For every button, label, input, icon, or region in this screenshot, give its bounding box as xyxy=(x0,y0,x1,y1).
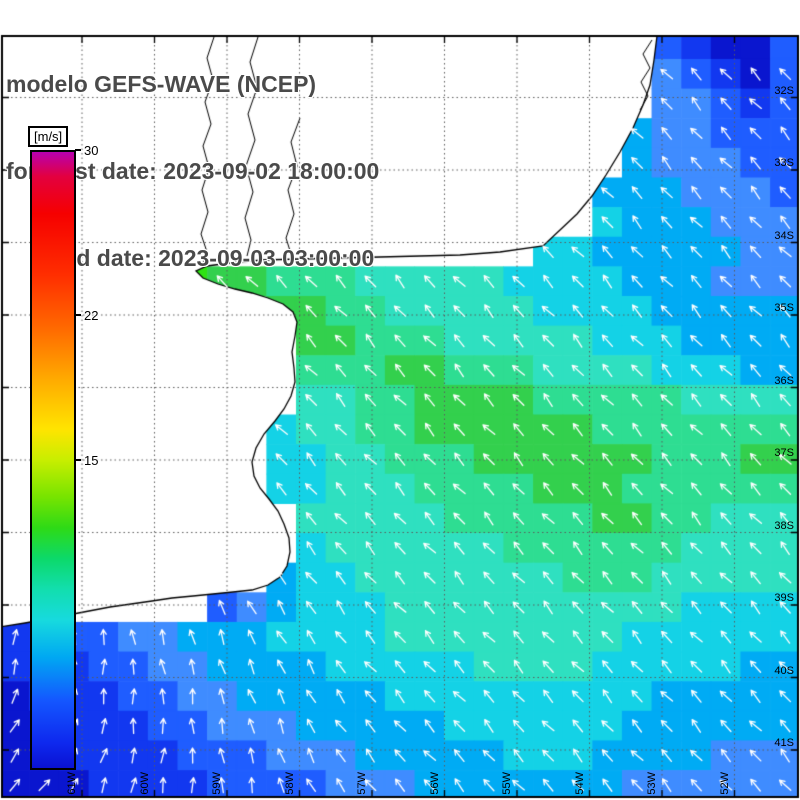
lon-label-56W: 56W xyxy=(428,772,441,795)
colorbar-tick-mark xyxy=(75,314,81,317)
lat-label-37S: 37S xyxy=(774,447,794,459)
lat-label-35S: 35S xyxy=(774,302,794,314)
colorbar-gradient xyxy=(32,152,74,768)
lat-label-36S: 36S xyxy=(774,374,794,387)
lon-label-52W: 52W xyxy=(718,772,731,795)
lat-label-38S: 38S xyxy=(774,519,794,532)
lon-label-59W: 59W xyxy=(211,772,223,795)
valid-date-line: valid date: 2023-09-03 03:00:00 xyxy=(38,245,375,271)
lat-label-41S: 41S xyxy=(774,737,794,749)
colorbar-tick-mark xyxy=(75,459,81,461)
lat-label-34S: 34S xyxy=(774,229,794,242)
lat-label-39S: 39S xyxy=(774,592,794,604)
lon-label-61W: 61W xyxy=(66,772,78,795)
lat-label-33S: 33S xyxy=(774,157,794,169)
colorbar-tick-22: 22 xyxy=(84,308,99,324)
lat-label-32S: 32S xyxy=(774,84,794,97)
colorbar-unit-label: [m/s] xyxy=(28,126,69,147)
colorbar-tick-mark xyxy=(75,149,81,151)
lon-label-58W: 58W xyxy=(283,772,296,795)
lon-label-54W: 54W xyxy=(573,772,586,795)
lon-label-53W: 53W xyxy=(646,772,658,795)
model-title: modelo GEFS-WAVE (NCEP) xyxy=(6,71,317,97)
lon-label-60W: 60W xyxy=(138,772,151,795)
colorbar-tick-15: 15 xyxy=(84,453,99,468)
lon-label-55W: 55W xyxy=(501,772,513,795)
colorbar-tick-30: 30 xyxy=(84,143,99,158)
colorbar xyxy=(30,150,76,770)
lon-label-57W: 57W xyxy=(356,772,368,795)
lat-label-40S: 40S xyxy=(774,664,794,677)
